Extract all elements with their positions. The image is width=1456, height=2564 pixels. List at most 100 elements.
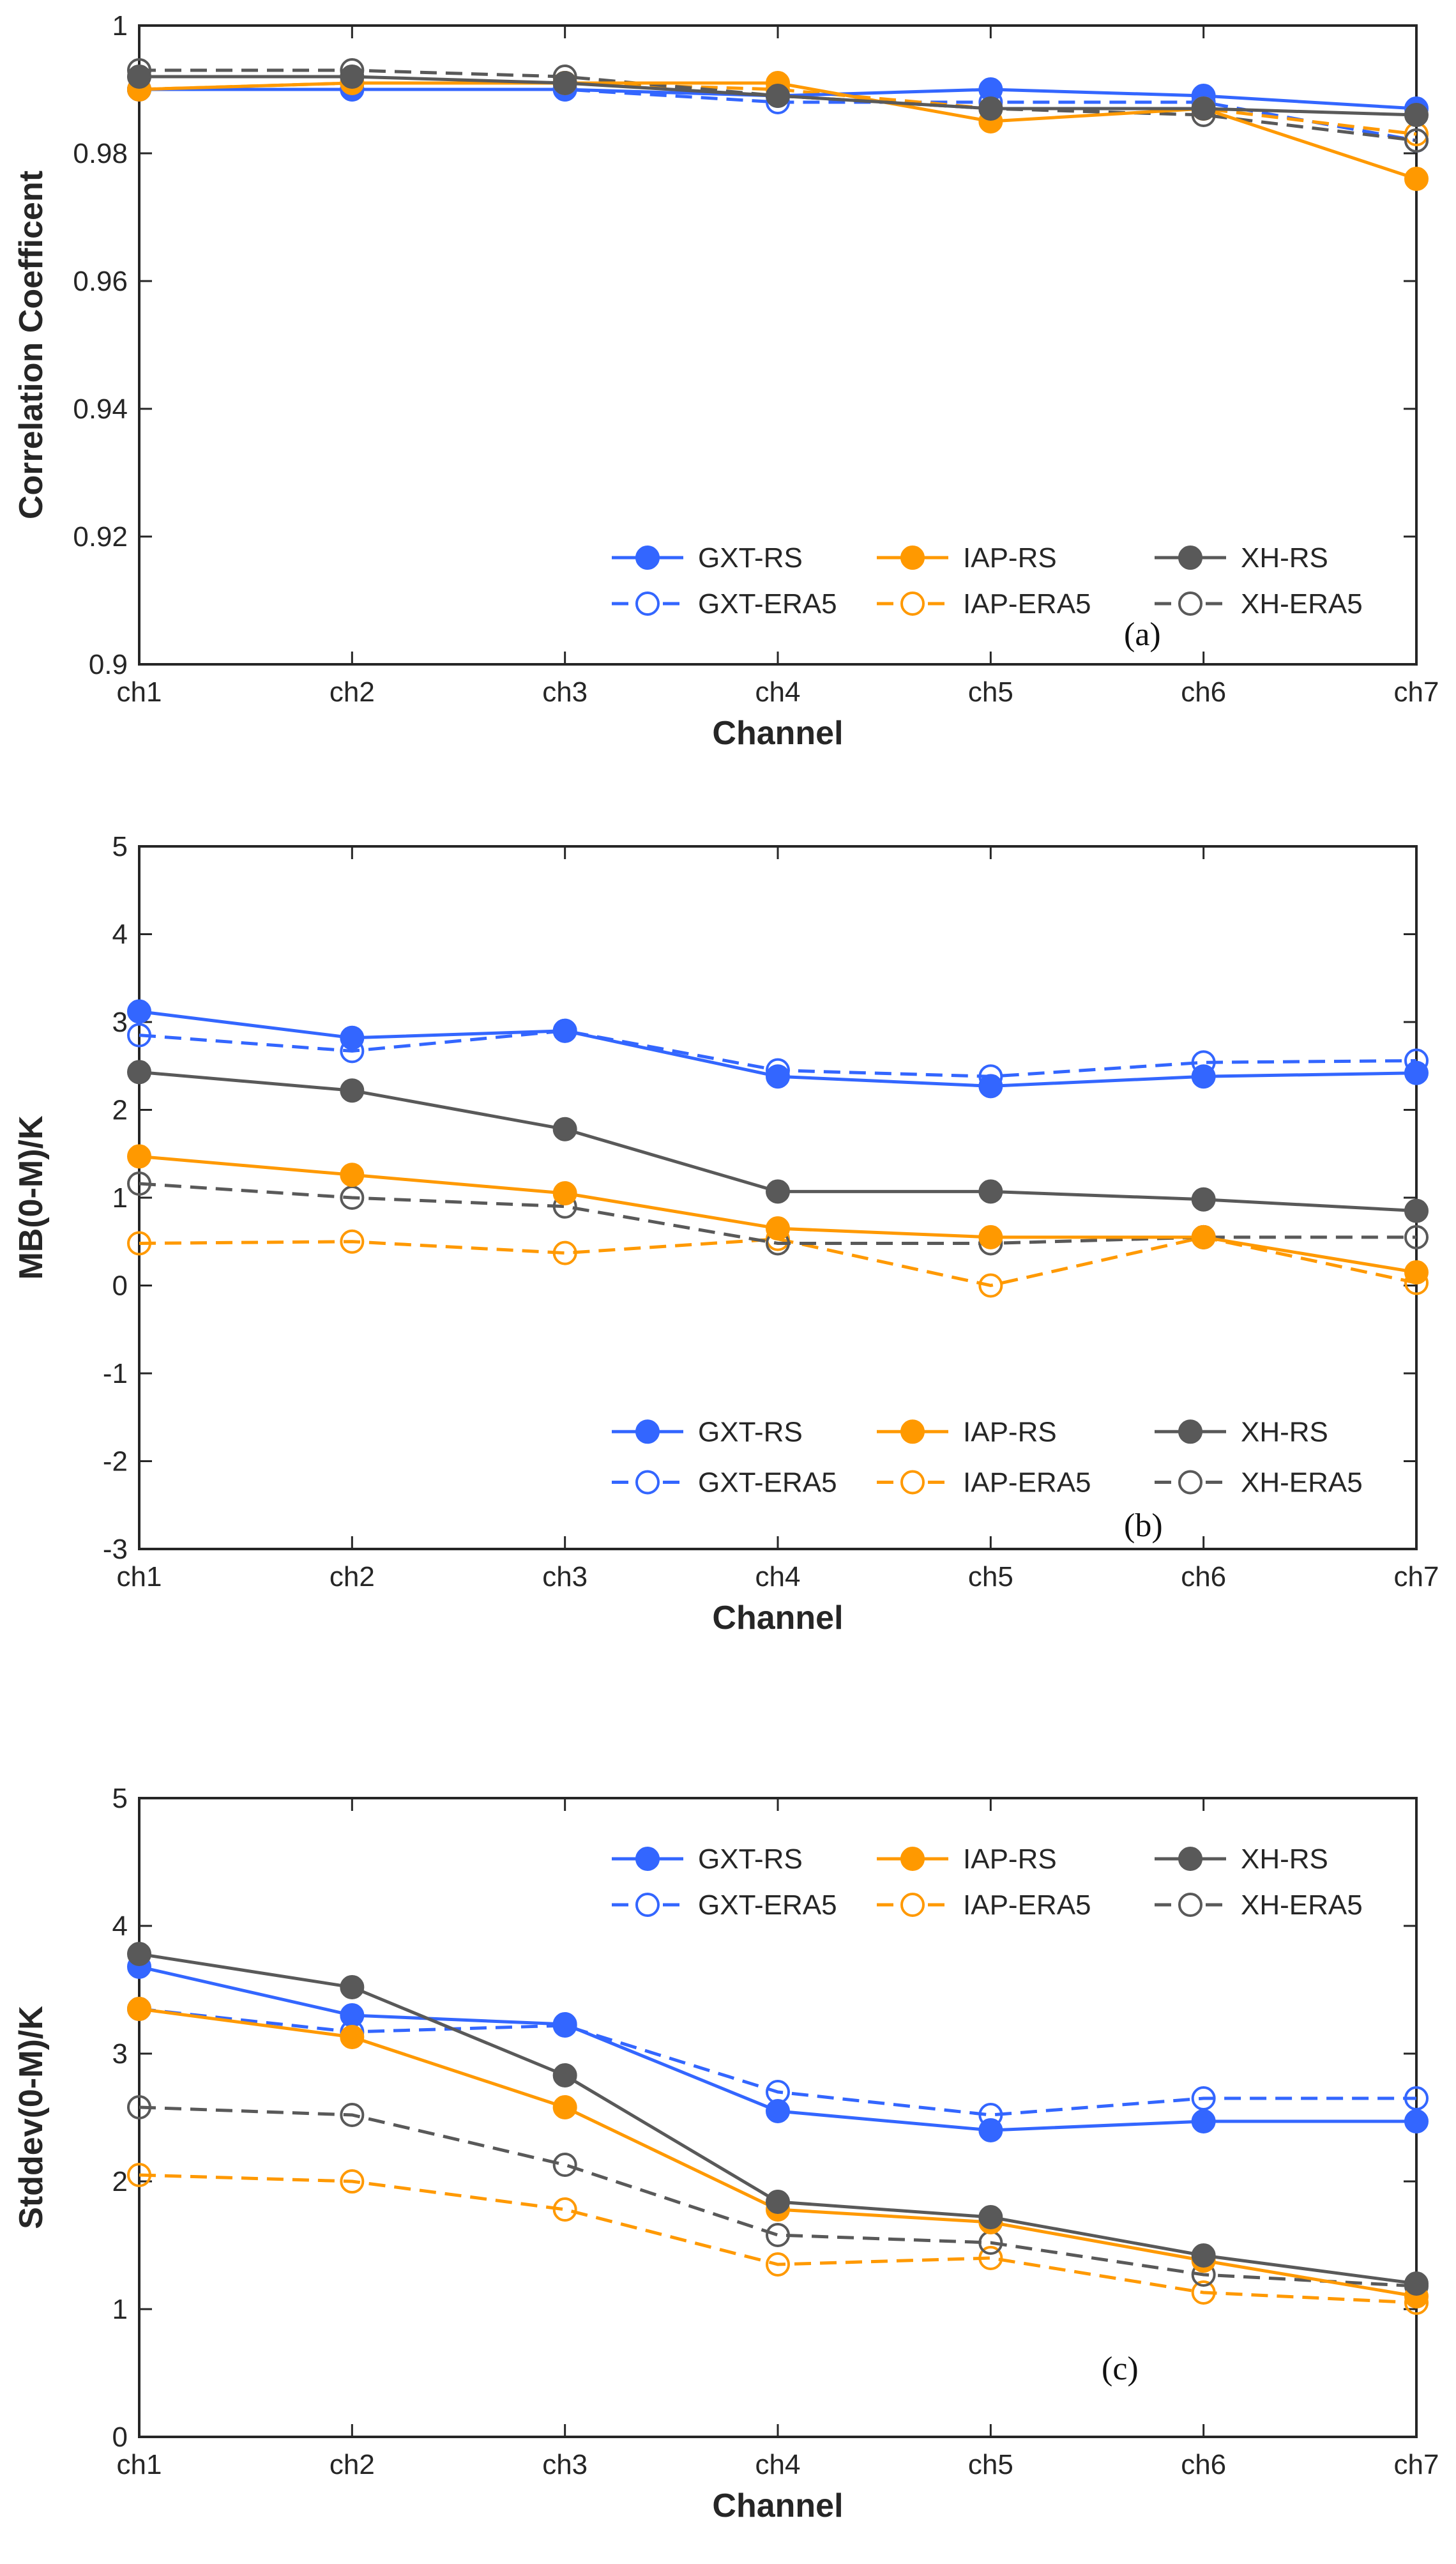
data-point bbox=[978, 2246, 1003, 2270]
series-XH-RS bbox=[127, 65, 1429, 127]
x-tick-label: ch6 bbox=[1181, 676, 1226, 708]
data-point bbox=[340, 2103, 365, 2127]
x-tick-label: ch7 bbox=[1394, 1561, 1439, 1592]
x-tick-label: ch6 bbox=[1181, 2449, 1226, 2480]
x-tick-label: ch7 bbox=[1394, 2449, 1439, 2480]
x-tick-label: ch5 bbox=[968, 676, 1013, 708]
legend-label: GXT-RS bbox=[698, 542, 803, 574]
panel-label: (a) bbox=[1124, 616, 1161, 653]
legend-label: IAP-ERA5 bbox=[963, 1889, 1091, 1921]
x-tick-label: ch4 bbox=[755, 1561, 801, 1592]
chart-panel-2: -3 -2 -1 0 1 2 3 4 5 ch1 ch2 ch3 ch4 ch5 ch6 ch7 Channel… bbox=[13, 831, 1439, 1637]
y-tick-label: 1 bbox=[112, 1182, 128, 1214]
legend-entry-IAP-RS: IAP-RS bbox=[877, 1843, 1057, 1875]
data-point bbox=[978, 1179, 1003, 1204]
series-IAP-RS bbox=[127, 1144, 1429, 1285]
legend: GXT-RS IAP-RS XH-RS GXT-ERA5 IAP-ERA5 XH-ERA5 bbox=[612, 542, 1363, 620]
data-point bbox=[766, 2190, 790, 2214]
data-point bbox=[1191, 2109, 1216, 2133]
x-tick-label: ch6 bbox=[1181, 1561, 1226, 1592]
data-point bbox=[766, 2099, 790, 2123]
data-point bbox=[766, 1179, 790, 1204]
data-point bbox=[1191, 1225, 1216, 1249]
legend-marker bbox=[900, 1893, 925, 1917]
legend-entry-IAP-ERA5: IAP-ERA5 bbox=[877, 588, 1091, 620]
data-point bbox=[1191, 1187, 1216, 1212]
legend-label: IAP-ERA5 bbox=[963, 1467, 1091, 1499]
series-line bbox=[139, 2105, 1417, 2288]
series-GXT-RS bbox=[127, 999, 1429, 1099]
y-tick-label: 0.9 bbox=[89, 649, 128, 680]
series-XH-RS bbox=[127, 1942, 1429, 2296]
data-point bbox=[978, 1225, 1003, 1249]
data-point bbox=[1404, 1198, 1429, 1223]
x-axis-title: Channel bbox=[712, 2487, 843, 2524]
data-point bbox=[1404, 2109, 1429, 2133]
data-point bbox=[978, 1273, 1003, 1298]
data-point bbox=[552, 1240, 577, 1265]
chart-panel-3: 0 1 2 3 4 5 ch1 ch2 ch3 ch4 ch5 ch6 ch7 Channel Stddev… bbox=[13, 1783, 1439, 2524]
legend-entry-GXT-RS: GXT-RS bbox=[612, 1416, 803, 1447]
data-point bbox=[340, 2025, 365, 2049]
y-axis-title: MB(0-M)/K bbox=[13, 1115, 50, 1280]
y-tick-label: 3 bbox=[112, 1007, 128, 1038]
data-point bbox=[552, 1117, 577, 1141]
data-point bbox=[127, 1144, 151, 1169]
legend-label: GXT-ERA5 bbox=[698, 588, 837, 620]
y-tick-label: 0.98 bbox=[73, 138, 128, 169]
legend-marker bbox=[1178, 1470, 1202, 1495]
data-point bbox=[1404, 2086, 1429, 2110]
data-point bbox=[978, 1074, 1003, 1099]
data-point bbox=[552, 2197, 577, 2222]
legend-label: IAP-RS bbox=[963, 1843, 1057, 1875]
data-point bbox=[127, 1060, 151, 1085]
data-point bbox=[978, 96, 1003, 121]
y-tick-label: -3 bbox=[103, 1534, 128, 1565]
data-point bbox=[1404, 167, 1429, 191]
data-point bbox=[766, 84, 790, 108]
series-IAP-ERA5 bbox=[127, 2163, 1429, 2315]
legend-marker bbox=[1178, 1893, 1202, 1917]
legend-label: XH-ERA5 bbox=[1241, 1467, 1363, 1499]
data-point bbox=[127, 1997, 151, 2021]
data-point bbox=[978, 2231, 1003, 2255]
legend-marker bbox=[635, 1470, 660, 1495]
y-tick-label: 0.94 bbox=[73, 393, 128, 425]
data-point bbox=[766, 1216, 790, 1241]
data-point bbox=[978, 2118, 1003, 2142]
x-axis-title: Channel bbox=[712, 715, 843, 752]
legend-entry-GXT-ERA5: GXT-ERA5 bbox=[612, 1889, 837, 1921]
legend-marker bbox=[900, 1470, 925, 1495]
series-line bbox=[139, 2173, 1417, 2305]
x-tick-label: ch5 bbox=[968, 1561, 1013, 1592]
legend-label: XH-ERA5 bbox=[1241, 588, 1363, 620]
legend-entry-IAP-RS: IAP-RS bbox=[877, 542, 1057, 574]
legend-marker bbox=[635, 1419, 660, 1444]
data-point bbox=[1191, 2086, 1216, 2110]
legend-label: XH-ERA5 bbox=[1241, 1889, 1363, 1921]
legend-label: XH-RS bbox=[1241, 1843, 1328, 1875]
x-tick-label: ch1 bbox=[117, 2449, 162, 2480]
y-tick-label: -1 bbox=[103, 1358, 128, 1389]
data-point bbox=[340, 1186, 365, 1210]
data-point bbox=[340, 1025, 365, 1050]
data-point bbox=[978, 2205, 1003, 2229]
legend-entry-XH-ERA5: XH-ERA5 bbox=[1155, 1467, 1363, 1499]
legend-label: XH-RS bbox=[1241, 1416, 1328, 1447]
y-tick-label: 3 bbox=[112, 2038, 128, 2070]
y-tick-label: 0 bbox=[112, 2422, 128, 2453]
data-point bbox=[1404, 1260, 1429, 1285]
legend-marker bbox=[900, 1419, 925, 1444]
data-point bbox=[766, 2223, 790, 2247]
data-point bbox=[127, 999, 151, 1024]
data-point bbox=[766, 2252, 790, 2277]
legend-marker bbox=[1178, 546, 1202, 570]
data-point bbox=[766, 1064, 790, 1089]
x-tick-label: ch5 bbox=[968, 2449, 1013, 2480]
chart-panel-1: 0.9 0.92 0.94 0.96 0.98 1 ch1 ch2 ch3 ch4 ch5 ch6 ch… bbox=[13, 10, 1439, 752]
legend: GXT-RS IAP-RS XH-RS GXT-ERA5 IAP-ERA5 XH-ERA5 bbox=[612, 1416, 1363, 1499]
x-tick-label: ch7 bbox=[1394, 676, 1439, 708]
legend-marker bbox=[635, 591, 660, 616]
data-point bbox=[552, 2063, 577, 2087]
